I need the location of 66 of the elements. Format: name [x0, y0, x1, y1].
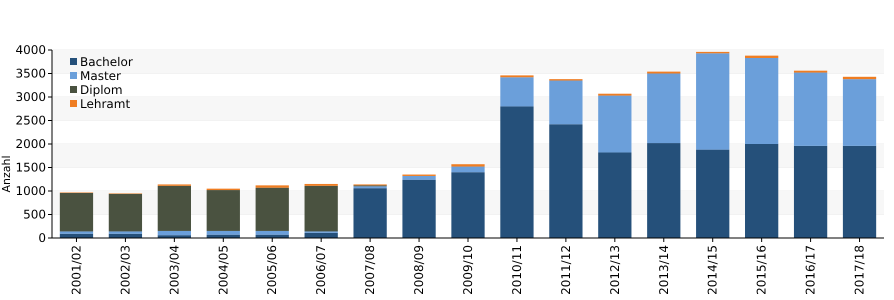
bar — [598, 96, 632, 152]
x-tick-label: 2016/17 — [804, 245, 818, 295]
x-tick-label: 2017/18 — [852, 245, 867, 295]
x-tick-label: 2002/03 — [118, 245, 132, 295]
bar — [451, 164, 485, 167]
bar — [842, 146, 876, 238]
bar — [158, 186, 191, 231]
bar — [353, 188, 387, 238]
x-tick-label: 2013/14 — [656, 245, 671, 295]
legend-label: Bachelor — [80, 55, 133, 70]
y-tick-label: 1500 — [15, 160, 46, 175]
x-tick-label: 2004/05 — [216, 245, 230, 295]
bar — [256, 188, 289, 231]
bar — [647, 143, 680, 238]
bar — [402, 180, 436, 238]
bar — [60, 192, 94, 232]
x-tick-label: 2014/15 — [706, 245, 720, 295]
bar — [794, 146, 828, 238]
y-tick-label: 3500 — [15, 66, 46, 81]
x-tick-label: 2009/10 — [461, 245, 475, 295]
y-tick-label: 0 — [38, 231, 46, 246]
bar — [696, 53, 730, 150]
bar — [256, 230, 289, 235]
legend-label: Diplom — [80, 83, 123, 98]
bar — [206, 234, 240, 238]
bar — [158, 230, 191, 236]
bar — [402, 176, 436, 180]
y-tick-label: 1000 — [15, 184, 46, 198]
x-tick-label: 2007/08 — [363, 245, 378, 295]
x-tick-label: 2008/09 — [412, 245, 426, 295]
bar — [500, 77, 534, 106]
y-tick-label: 3000 — [15, 90, 46, 104]
bar — [60, 231, 94, 234]
bar — [256, 234, 289, 238]
y-tick-label: 2500 — [15, 114, 46, 128]
x-tick-label: 2015/16 — [754, 245, 769, 295]
legend-label: Lehramt — [80, 97, 130, 112]
legend-label: Master — [80, 69, 122, 84]
y-tick-label: 2000 — [15, 137, 46, 152]
x-tick-label: 2010/11 — [510, 245, 524, 295]
bar — [500, 106, 534, 238]
x-tick-label: 2006/07 — [314, 245, 328, 295]
bar — [794, 72, 828, 146]
bar — [108, 194, 142, 232]
x-tick-label: 2001/02 — [69, 245, 84, 295]
bar — [304, 186, 338, 232]
bar — [647, 74, 680, 144]
bar — [451, 172, 485, 238]
x-tick-label: 2012/13 — [608, 245, 622, 295]
y-tick-label: 4000 — [15, 43, 46, 58]
bar — [696, 150, 730, 238]
y-tick-label: 500 — [23, 208, 46, 222]
bar — [842, 79, 876, 146]
bar — [206, 230, 240, 235]
bar — [206, 190, 240, 231]
bar — [451, 166, 485, 172]
x-tick-label: 2011/12 — [558, 245, 573, 295]
y-axis-title: Anzahl — [0, 155, 13, 193]
x-tick-label: 2005/06 — [265, 245, 280, 295]
bar — [549, 80, 583, 124]
bar — [549, 124, 583, 238]
bar — [598, 152, 632, 238]
x-tick-label: 2003/04 — [167, 245, 182, 295]
bar — [745, 58, 778, 144]
bar — [108, 231, 142, 234]
bar — [745, 144, 778, 238]
